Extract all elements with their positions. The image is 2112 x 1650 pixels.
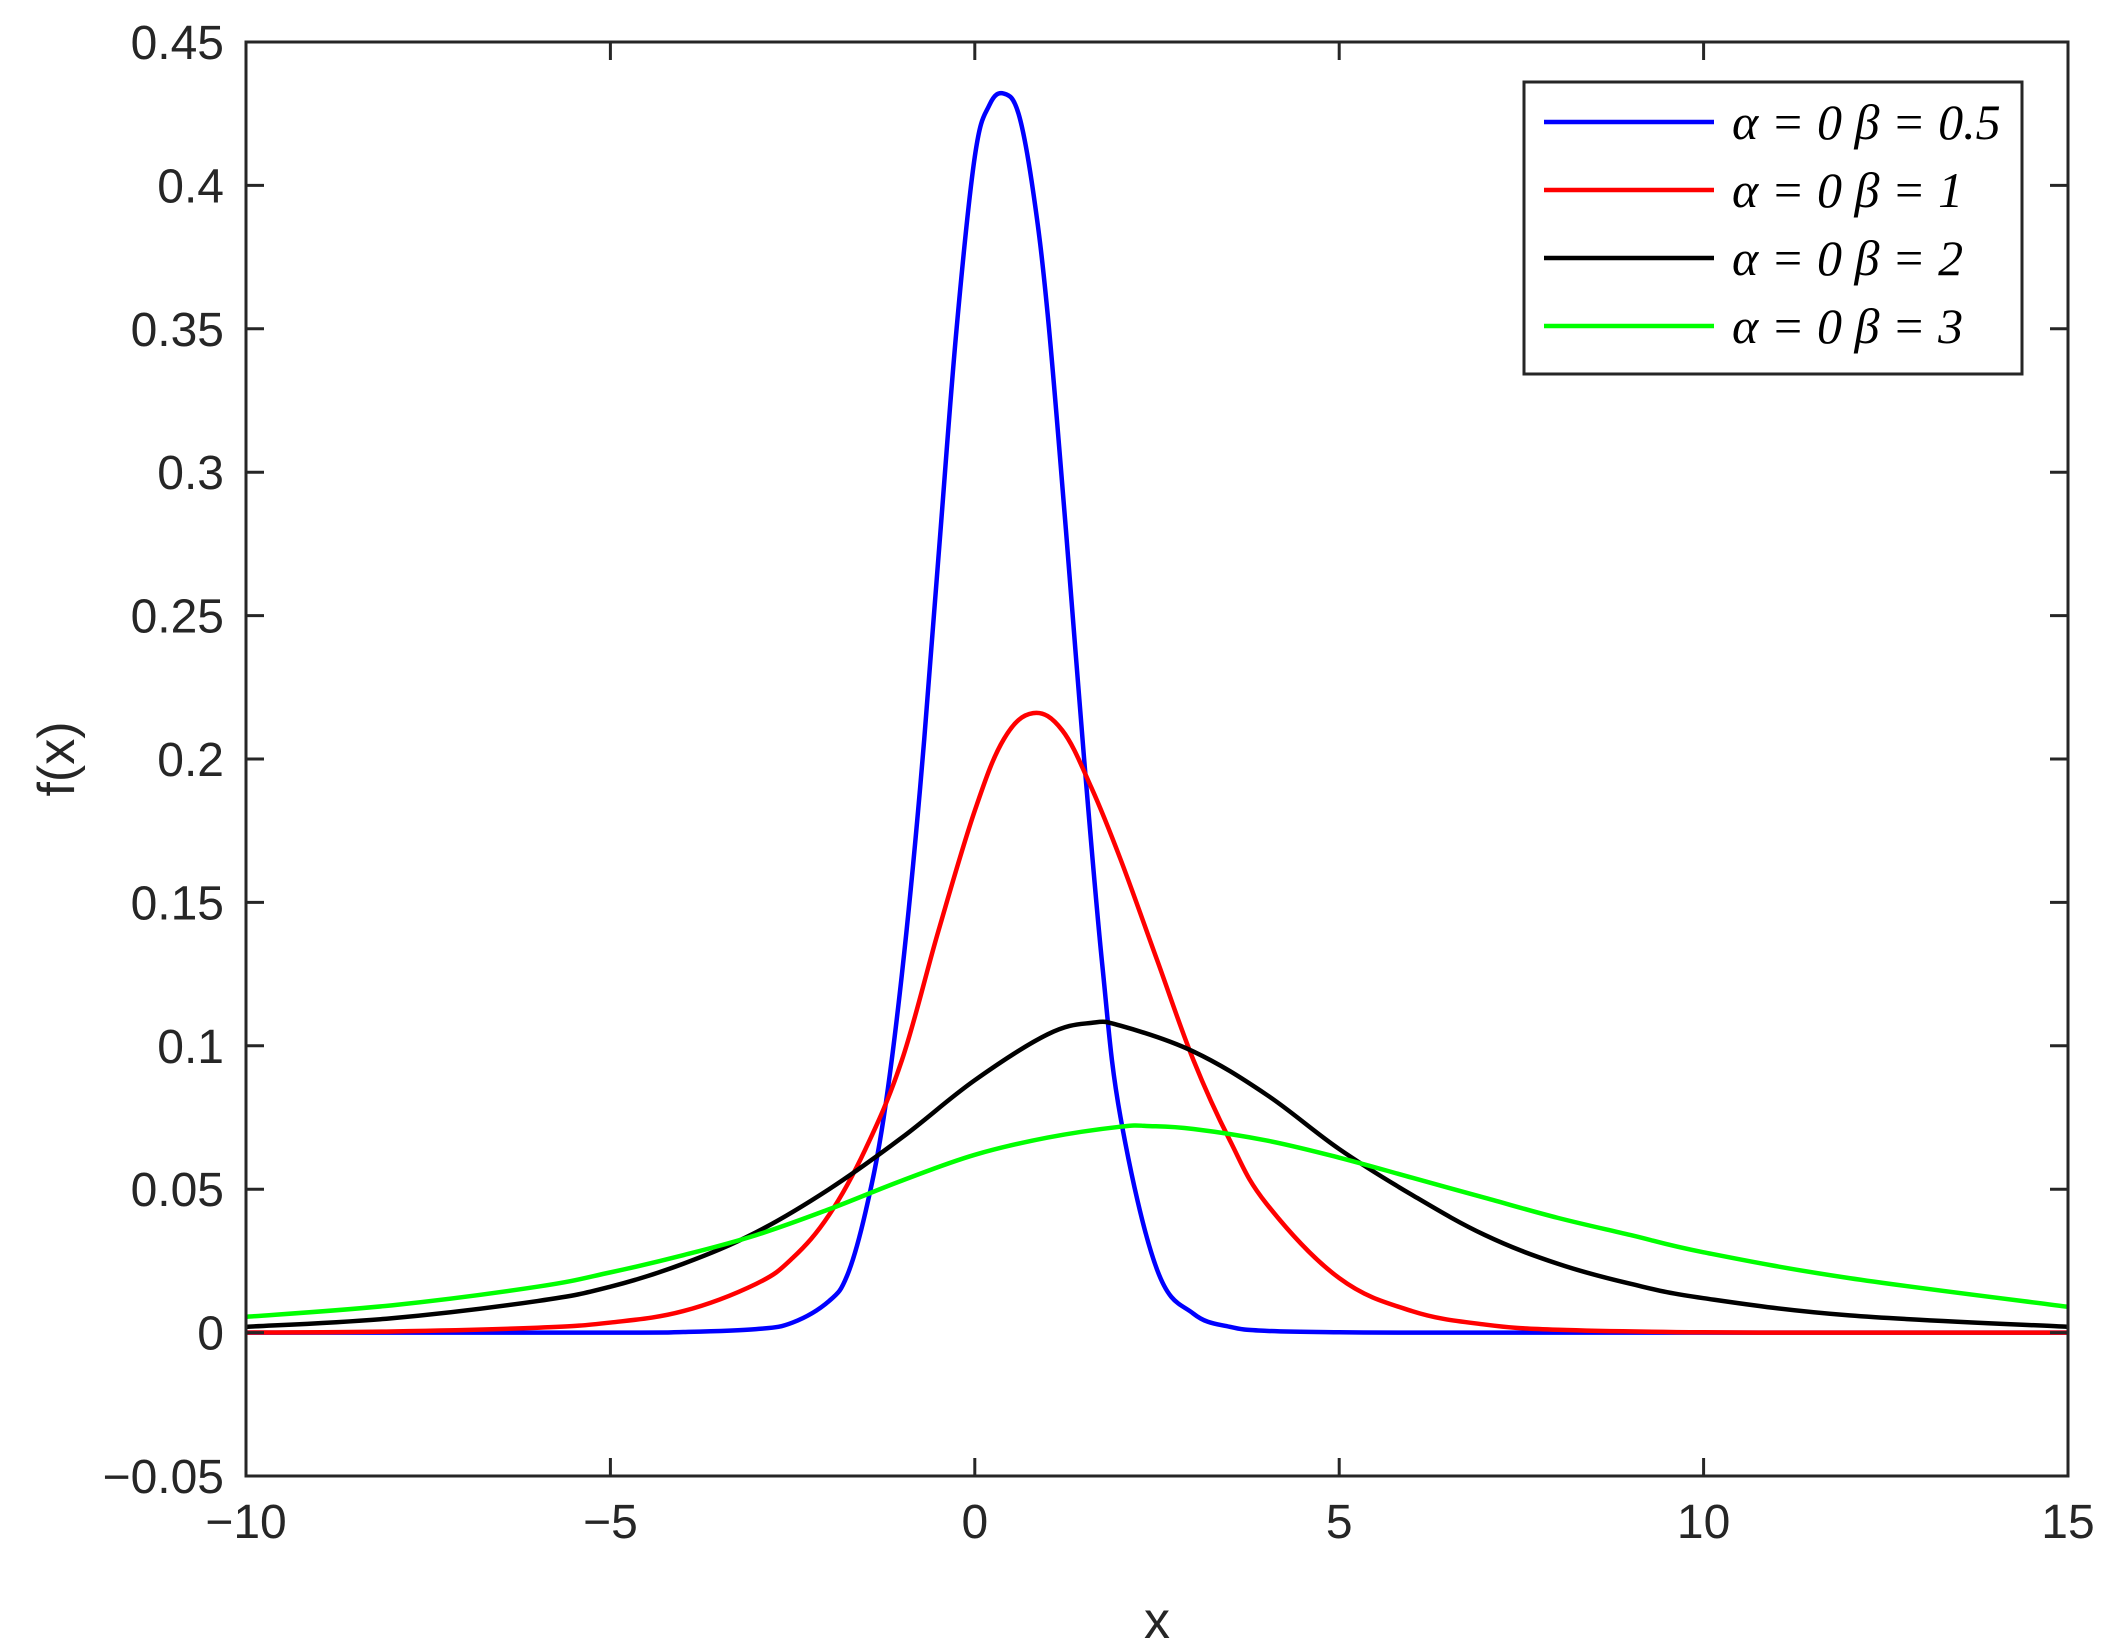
x-tick-label: 10 <box>1677 1496 1730 1549</box>
y-tick-label: −0.05 <box>103 1451 224 1504</box>
y-tick-label: 0.15 <box>131 877 224 930</box>
legend-label-0: α = 0 β = 0.5 <box>1732 94 2001 150</box>
y-tick-label: 0.35 <box>131 304 224 357</box>
legend-label-1: α = 0 β = 1 <box>1732 162 1963 218</box>
y-tick-label: 0.45 <box>131 17 224 70</box>
x-tick-label: 15 <box>2041 1496 2094 1549</box>
x-tick-label: 0 <box>961 1496 988 1549</box>
y-tick-label: 0 <box>197 1308 224 1361</box>
series-line-0 <box>246 90 2068 1335</box>
x-tick-label: −10 <box>205 1496 286 1549</box>
y-tick-label: 0.2 <box>157 734 224 787</box>
y-axis-label: f(x) <box>28 721 86 796</box>
series-line-2 <box>246 1019 2068 1330</box>
y-tick-label: 0.1 <box>157 1021 224 1074</box>
legend-label-2: α = 0 β = 2 <box>1732 230 1963 286</box>
legend-label-3: α = 0 β = 3 <box>1732 298 1963 354</box>
series-line-1 <box>246 710 2068 1335</box>
y-tick-label: 0.05 <box>131 1164 224 1217</box>
y-tick-label: 0.25 <box>131 591 224 644</box>
x-tick-label: 5 <box>1326 1496 1353 1549</box>
x-tick-label: −5 <box>583 1496 638 1549</box>
y-tick-label: 0.3 <box>157 447 224 500</box>
x-axis-label: x <box>1144 1592 1170 1650</box>
series-line-3 <box>246 1123 2068 1320</box>
y-tick-label: 0.4 <box>157 160 224 213</box>
